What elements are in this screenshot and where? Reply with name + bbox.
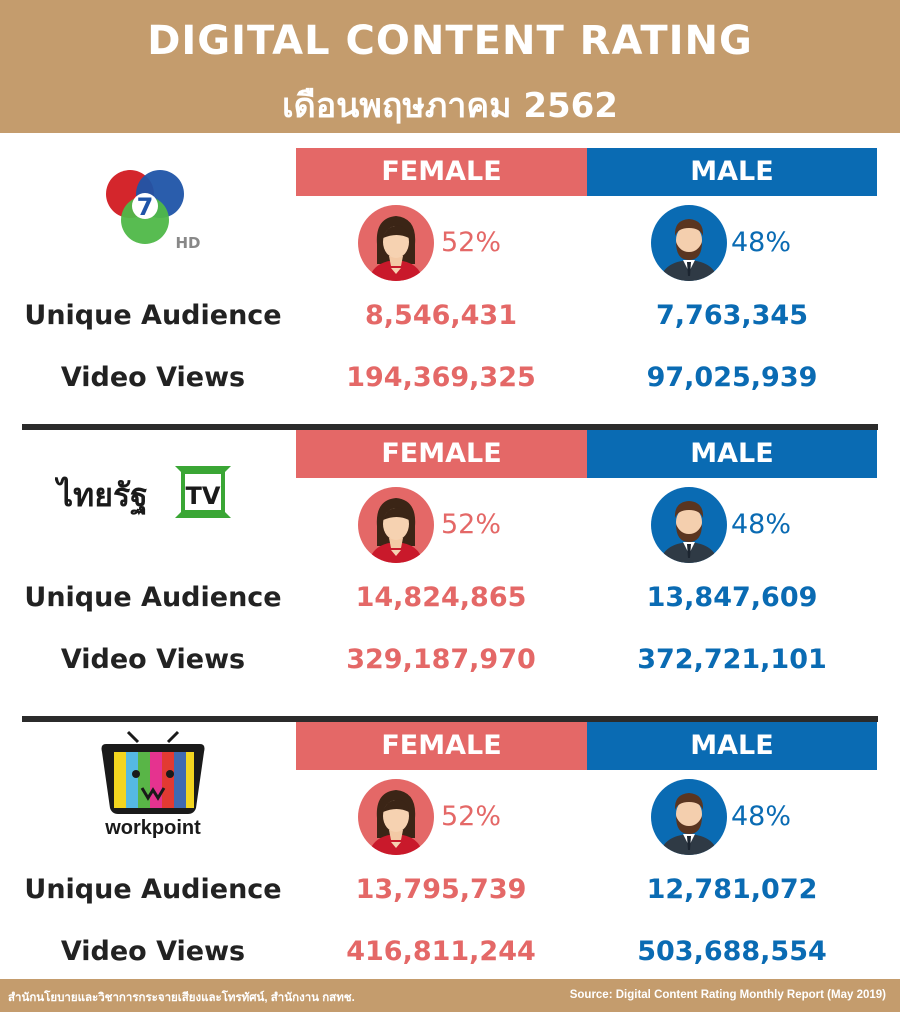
- male-percent: 48%: [731, 801, 792, 832]
- female-percent: 52%: [441, 801, 502, 832]
- thairath-tv-logo: ไทยรัฐ TV: [54, 462, 235, 522]
- page-title: DIGITAL CONTENT RATING: [147, 18, 753, 64]
- thairath-logo-text: ไทยรัฐ: [55, 476, 148, 516]
- footer-bar: สำนักนโยบายและวิชาการกระจายเสียงและโทรทั…: [0, 979, 900, 1012]
- video-views-label: Video Views: [60, 936, 246, 967]
- page-subtitle: เดือนพฤษภาคม 2562: [282, 86, 618, 126]
- footer-source: Source: Digital Content Rating Monthly R…: [569, 989, 886, 1001]
- female-unique-audience: 14,824,865: [355, 582, 527, 613]
- header-banner: DIGITAL CONTENT RATING เดือนพฤษภาคม 2562: [0, 0, 900, 133]
- male-video-views: 503,688,554: [637, 936, 827, 967]
- female-percent: 52%: [441, 509, 502, 540]
- section-divider: [22, 424, 878, 430]
- male-unique-audience: 13,847,609: [646, 582, 818, 613]
- male-video-views: 97,025,939: [646, 362, 818, 393]
- male-video-views: 372,721,101: [637, 644, 827, 675]
- section-divider: [22, 716, 878, 722]
- ch7-hd-logo: 7 HD: [100, 170, 210, 255]
- female-video-views: 416,811,244: [346, 936, 536, 967]
- channel-section-workpoint: workpoint FEMALE MALE 52%: [0, 722, 900, 1004]
- male-unique-audience: 7,763,345: [655, 300, 809, 331]
- male-avatar-icon: [650, 204, 728, 282]
- unique-audience-label: Unique Audience: [24, 874, 282, 905]
- footer-credit: สำนักนโยบายและวิชาการกระจายเสียงและโทรทั…: [8, 992, 355, 1004]
- female-header: FEMALE: [296, 722, 587, 770]
- male-unique-audience: 12,781,072: [646, 874, 818, 905]
- female-header: FEMALE: [296, 430, 587, 478]
- female-percent: 52%: [441, 227, 502, 258]
- female-unique-audience: 13,795,739: [355, 874, 527, 905]
- video-views-label: Video Views: [60, 362, 246, 393]
- unique-audience-label: Unique Audience: [24, 300, 282, 331]
- unique-audience-label: Unique Audience: [24, 582, 282, 613]
- video-views-label: Video Views: [60, 644, 246, 675]
- male-percent: 48%: [731, 227, 792, 258]
- thairath-logo-sub: TV: [186, 482, 221, 510]
- workpoint-logo: workpoint: [88, 730, 218, 840]
- male-header: MALE: [587, 722, 877, 770]
- female-video-views: 194,369,325: [346, 362, 536, 393]
- female-avatar-icon: [357, 778, 435, 856]
- female-video-views: 329,187,970: [346, 644, 536, 675]
- channel-section-thairath: ไทยรัฐ TV FEMALE MALE 52%: [0, 430, 900, 712]
- male-header: MALE: [587, 430, 877, 478]
- female-unique-audience: 8,546,431: [364, 300, 518, 331]
- workpoint-logo-text: workpoint: [104, 817, 201, 839]
- male-avatar-icon: [650, 486, 728, 564]
- ch7-logo-sub: HD: [175, 234, 200, 252]
- ch7-logo-text: 7: [137, 193, 154, 221]
- channel-section-ch7: 7 HD FEMALE MALE 52%: [0, 148, 900, 430]
- female-avatar-icon: [357, 204, 435, 282]
- female-avatar-icon: [357, 486, 435, 564]
- male-avatar-icon: [650, 778, 728, 856]
- female-header: FEMALE: [296, 148, 587, 196]
- male-percent: 48%: [731, 509, 792, 540]
- male-header: MALE: [587, 148, 877, 196]
